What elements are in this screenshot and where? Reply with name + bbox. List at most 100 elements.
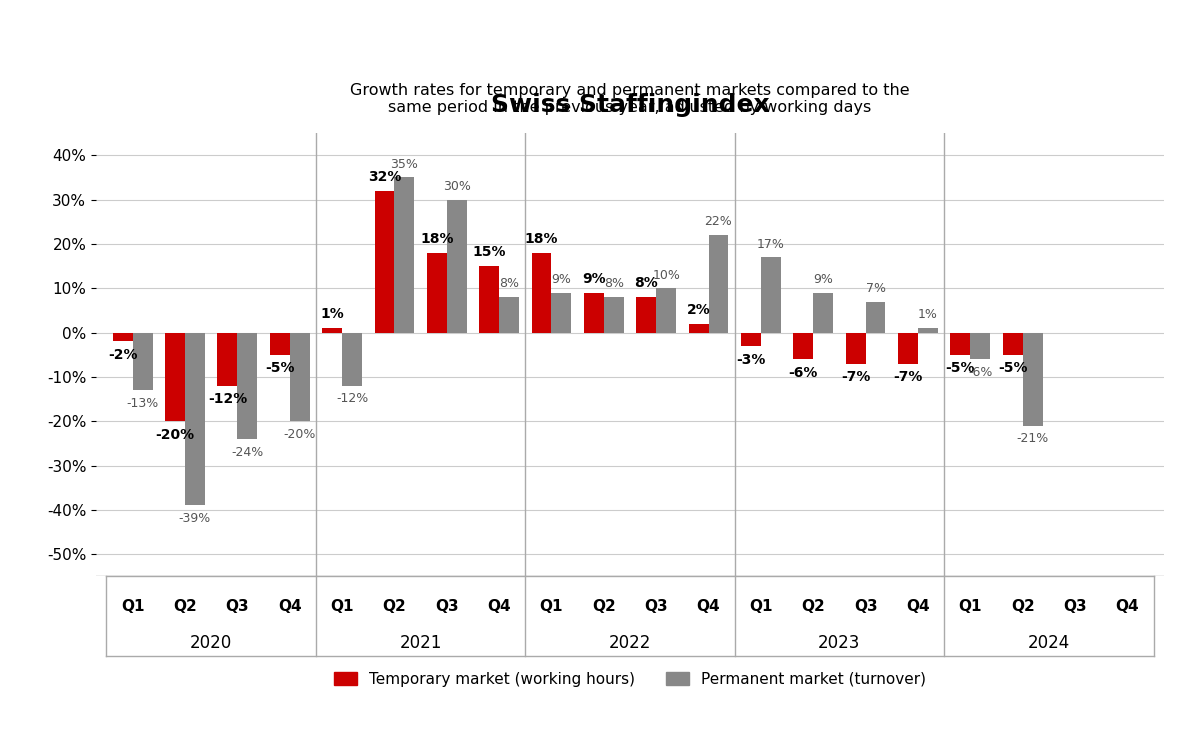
Text: -6%: -6% <box>968 366 992 379</box>
Bar <box>814 293 833 333</box>
Text: Q1: Q1 <box>121 599 144 613</box>
Text: -21%: -21% <box>1016 432 1049 446</box>
Bar <box>374 191 395 333</box>
Text: Q1: Q1 <box>540 599 563 613</box>
Bar <box>793 333 814 359</box>
Bar <box>1022 333 1043 426</box>
Bar <box>689 324 708 333</box>
Bar <box>1003 333 1022 355</box>
Bar <box>740 333 761 346</box>
Text: Q3: Q3 <box>226 599 250 613</box>
Bar <box>166 333 185 421</box>
Bar <box>427 253 446 333</box>
Text: 2022: 2022 <box>608 634 652 652</box>
Bar <box>395 177 414 333</box>
Text: 2021: 2021 <box>400 634 442 652</box>
Text: -39%: -39% <box>179 512 211 525</box>
Text: -6%: -6% <box>788 366 818 380</box>
Text: 35%: 35% <box>390 157 419 171</box>
Bar <box>499 297 520 333</box>
Text: 1%: 1% <box>918 308 938 321</box>
Legend: Temporary market (working hours), Permanent market (turnover): Temporary market (working hours), Perman… <box>328 666 932 693</box>
Text: 18%: 18% <box>524 232 558 246</box>
Bar <box>761 257 781 333</box>
Bar <box>552 293 571 333</box>
Text: Q2: Q2 <box>1010 599 1034 613</box>
Bar <box>217 333 238 386</box>
Bar <box>185 333 205 505</box>
Bar <box>270 333 289 355</box>
Text: -5%: -5% <box>265 361 294 375</box>
Text: Q3: Q3 <box>1063 599 1087 613</box>
Text: 18%: 18% <box>420 232 454 246</box>
Text: Q2: Q2 <box>173 599 197 613</box>
Bar <box>604 297 624 333</box>
Bar <box>865 302 886 333</box>
Bar <box>479 266 499 333</box>
Text: 8%: 8% <box>499 277 520 290</box>
Bar <box>708 235 728 333</box>
Bar <box>846 333 865 364</box>
Text: 9%: 9% <box>582 272 606 286</box>
Text: -20%: -20% <box>156 428 194 442</box>
Text: 2023: 2023 <box>818 634 860 652</box>
Text: Q4: Q4 <box>278 599 301 613</box>
Text: Q4: Q4 <box>697 599 720 613</box>
Text: -5%: -5% <box>946 361 976 375</box>
Text: 30%: 30% <box>443 180 470 193</box>
Text: Q4: Q4 <box>906 599 930 613</box>
Text: 9%: 9% <box>552 273 571 286</box>
Text: 9%: 9% <box>814 273 833 286</box>
Text: 1%: 1% <box>320 307 344 321</box>
Text: Q2: Q2 <box>802 599 826 613</box>
Text: 32%: 32% <box>367 170 401 184</box>
Text: 15%: 15% <box>473 245 506 259</box>
Text: 8%: 8% <box>604 277 624 290</box>
Text: 7%: 7% <box>865 282 886 295</box>
Bar <box>289 333 310 421</box>
Text: Q3: Q3 <box>853 599 877 613</box>
Text: -7%: -7% <box>841 370 870 384</box>
Text: Q1: Q1 <box>330 599 354 613</box>
Text: Q1: Q1 <box>749 599 773 613</box>
Text: -5%: -5% <box>998 361 1027 375</box>
Bar <box>342 333 362 386</box>
Text: 10%: 10% <box>652 268 680 282</box>
Bar <box>584 293 604 333</box>
Bar <box>898 333 918 364</box>
Text: Growth rates for temporary and permanent markets compared to the
same period in : Growth rates for temporary and permanent… <box>350 83 910 115</box>
Text: 8%: 8% <box>635 276 658 290</box>
Bar <box>950 333 971 355</box>
Text: Q1: Q1 <box>959 599 982 613</box>
Text: -3%: -3% <box>737 353 766 367</box>
Bar <box>238 333 257 439</box>
Text: Q2: Q2 <box>383 599 407 613</box>
Bar <box>113 333 133 341</box>
Text: -12%: -12% <box>208 392 247 406</box>
Bar <box>532 253 552 333</box>
Text: Q3: Q3 <box>434 599 458 613</box>
Bar <box>322 328 342 333</box>
Text: Q2: Q2 <box>592 599 616 613</box>
Text: -7%: -7% <box>893 370 923 384</box>
Text: 2020: 2020 <box>190 634 233 652</box>
Bar <box>918 328 938 333</box>
Text: -20%: -20% <box>283 428 316 441</box>
Text: 2%: 2% <box>686 303 710 317</box>
Text: -12%: -12% <box>336 392 368 406</box>
Bar <box>971 333 990 359</box>
Bar <box>133 333 152 390</box>
Text: -13%: -13% <box>126 397 158 410</box>
Text: 2024: 2024 <box>1027 634 1070 652</box>
Text: Q4: Q4 <box>1116 599 1139 613</box>
Bar <box>656 288 676 333</box>
Text: 17%: 17% <box>757 237 785 251</box>
Text: -24%: -24% <box>232 446 264 459</box>
Title: Swiss Staffingindex: Swiss Staffingindex <box>491 93 769 118</box>
Text: -2%: -2% <box>108 348 138 362</box>
Text: 22%: 22% <box>704 215 732 228</box>
Text: Q3: Q3 <box>644 599 668 613</box>
Bar <box>636 297 656 333</box>
Bar <box>446 200 467 333</box>
Text: Q4: Q4 <box>487 599 511 613</box>
